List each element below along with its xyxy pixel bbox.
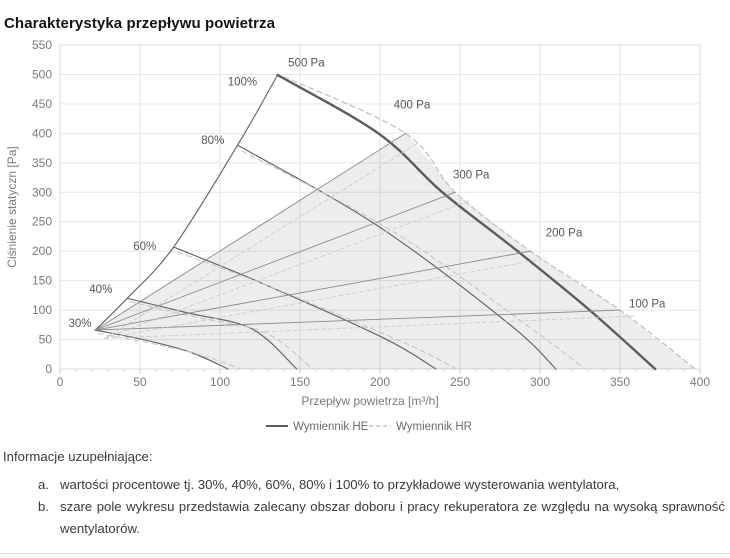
y-tick-label-350: 350 xyxy=(32,156,52,170)
fan-curve-he-30 xyxy=(94,329,229,370)
system-line-100 xyxy=(94,309,621,331)
curve-label-60: 60% xyxy=(133,241,156,253)
y-axis-title: Ciśnienie statyczn [Pa] xyxy=(5,146,19,267)
note-marker-b: b. xyxy=(38,499,49,514)
y-tick-label-150: 150 xyxy=(32,274,52,288)
legend-hr-label: Wymiennik HR xyxy=(396,421,472,433)
system-line-dashed-200 xyxy=(104,257,547,339)
curve-label-30: 30% xyxy=(68,318,91,330)
x-axis-title: Przepływ powietrza [m³/h] xyxy=(301,394,438,408)
note-text-b: szare pole wykresu przedstawia zalecany … xyxy=(60,499,725,536)
note-item-a: a. wartości procentowe tj. 30%, 40%, 60%… xyxy=(3,474,725,496)
curve-label-400pa: 400 Pa xyxy=(394,99,431,111)
y-tick-label-400: 400 xyxy=(32,126,52,140)
x-tick-label-250: 250 xyxy=(450,375,470,389)
fan-curve-he-40 xyxy=(126,297,298,370)
page-title: Charakterystyka przepływu powietrza xyxy=(4,15,276,33)
y-tick-label-500: 500 xyxy=(32,67,52,81)
curve-label-40: 40% xyxy=(89,284,112,296)
curve-label-500pa: 500 Pa xyxy=(288,58,325,70)
recommended-area-shade xyxy=(95,133,696,369)
system-line-200 xyxy=(94,250,531,331)
legend-he-label: Wymiennik HE xyxy=(293,421,369,433)
y-tick-label-300: 300 xyxy=(32,185,52,199)
airflow-characteristic-chart: 500 Pa 400 Pa 300 Pa 200 Pa 100 Pa 30% 40% 60% 8… xyxy=(0,30,730,440)
x-tick-label-0: 0 xyxy=(57,375,64,389)
y-tick-label-200: 200 xyxy=(32,244,52,258)
y-tick-label-550: 550 xyxy=(32,38,52,52)
x-tick-label-350: 350 xyxy=(610,375,630,389)
max-pressure-boundary-line- xyxy=(94,74,279,331)
y-tick-label-450: 450 xyxy=(32,97,52,111)
bottom-divider xyxy=(0,553,730,554)
notes-list: a. wartości procentowe tj. 30%, 40%, 60%… xyxy=(3,474,725,540)
fan-curve-he-60 xyxy=(173,246,437,370)
curve-label-100: 100% xyxy=(228,77,257,89)
system-line-dashed-400 xyxy=(104,142,419,339)
curve-label-300pa: 300 Pa xyxy=(453,170,490,182)
system-line-400 xyxy=(94,132,407,331)
system-line-dashed-300 xyxy=(104,200,471,339)
chart-svg: 500 Pa 400 Pa 300 Pa 200 Pa 100 Pa 30% 40% 60% 8… xyxy=(5,38,710,433)
x-tick-label-150: 150 xyxy=(290,375,310,389)
fan-curve-hr-60 xyxy=(177,251,458,370)
x-tick-label-100: 100 xyxy=(210,375,230,389)
x-tick-label-400: 400 xyxy=(690,375,710,389)
system-line-dashed-100 xyxy=(104,315,637,339)
fan-curve-he-100 xyxy=(276,73,657,371)
y-tick-label-50: 50 xyxy=(39,333,53,347)
note-marker-a: a. xyxy=(38,477,49,492)
note-text-a: wartości procentowe tj. 30%, 40%, 60%, 8… xyxy=(60,477,620,492)
y-tick-label-250: 250 xyxy=(32,215,52,229)
curve-label-100pa: 100 Pa xyxy=(629,299,666,311)
fan-curve-hr-100 xyxy=(283,76,696,370)
curve-label-80: 80% xyxy=(201,135,224,147)
y-tick-label-100: 100 xyxy=(32,303,52,317)
fan-curve-hr-80 xyxy=(241,150,586,370)
notes-heading: Informacje uzupełniające: xyxy=(3,449,153,464)
fan-curve-hr-40 xyxy=(129,301,314,370)
supplementary-notes: Informacje uzupełniające: a. wartości pr… xyxy=(3,449,725,540)
note-item-b: b. szare pole wykresu przedstawia zaleca… xyxy=(3,496,725,540)
x-tick-label-50: 50 xyxy=(133,375,147,389)
fan-curve-hr-30 xyxy=(97,333,242,370)
y-tick-label-0: 0 xyxy=(45,362,52,376)
x-tick-label-300: 300 xyxy=(530,375,550,389)
x-tick-label-200: 200 xyxy=(370,375,390,389)
fan-curve-he-80 xyxy=(237,144,557,370)
curve-label-200pa: 200 Pa xyxy=(546,227,583,239)
